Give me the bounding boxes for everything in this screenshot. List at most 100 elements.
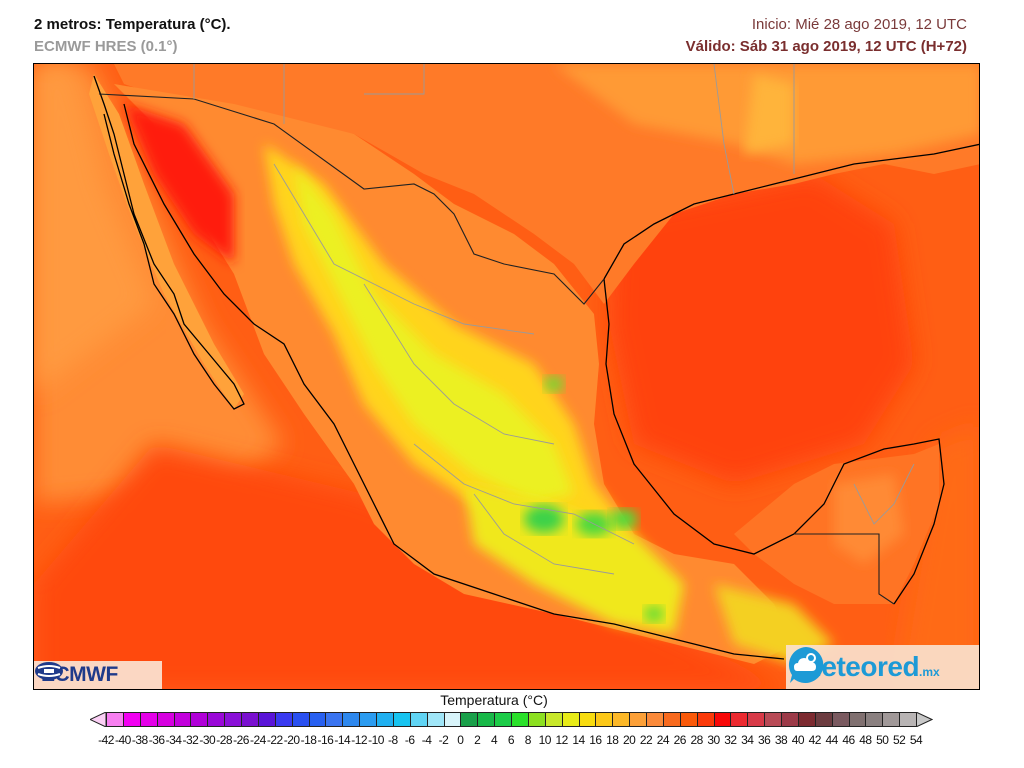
colorbar-swatch — [122, 712, 141, 727]
colorbar-tick-label: 48 — [859, 733, 872, 747]
colorbar-swatch — [325, 712, 344, 727]
colorbar-swatch — [899, 712, 917, 727]
colorbar-tick-label: 34 — [741, 733, 754, 747]
colorbar-swatch — [781, 712, 799, 727]
colorbar-tick-label: -34 — [165, 733, 182, 747]
colorbar-swatch — [764, 712, 782, 727]
colorbar-tick-label: 18 — [606, 733, 619, 747]
colorbar-tick-label: 8 — [524, 733, 532, 747]
colorbar-swatch — [814, 712, 833, 727]
colorbar-swatch — [274, 712, 293, 727]
chart-title: 2 metros: Temperatura (°C). — [34, 16, 231, 33]
colorbar-swatch — [156, 712, 175, 727]
colorbar-tick-label: -12 — [351, 733, 368, 747]
colorbar-tick-label: 40 — [791, 733, 805, 747]
colorbar-swatch — [359, 712, 377, 727]
temperature-map: ECMWF meteored .mx — [33, 63, 980, 690]
colorbar-tick-label: 54 — [909, 733, 923, 747]
colorbar-tick-label: -38 — [131, 733, 148, 747]
colorbar-tick-label: -22 — [266, 733, 283, 747]
colorbar-tick-label: 26 — [673, 733, 687, 747]
colorbar-tick-label: 20 — [622, 733, 636, 747]
colorbar-tick-label: 30 — [707, 733, 720, 747]
colorbar-swatch — [561, 712, 580, 727]
colorbar-swatch — [511, 712, 529, 727]
colorbar-title: Temperatura (°C) — [440, 692, 548, 708]
colorbar-swatch — [207, 712, 226, 727]
colorbar-tick-label: 42 — [808, 733, 822, 747]
colorbar-tick-label: -20 — [283, 733, 300, 747]
colorbar-tick-label: 4 — [491, 733, 498, 747]
colorbar-tick-label: 6 — [507, 733, 515, 747]
colorbar-swatch — [106, 712, 124, 727]
colorbar-tick-label: -10 — [368, 733, 384, 747]
state-borders — [193, 64, 915, 575]
colorbar-tick-label: -18 — [300, 733, 317, 747]
colorbar-tick-label: 32 — [724, 733, 737, 747]
colorbar-tick-label: -32 — [182, 733, 199, 747]
colorbar-swatch — [139, 712, 158, 727]
colorbar-swatch — [831, 712, 850, 727]
ecmwf-emblem-icon — [35, 662, 63, 680]
colorbar-swatch — [443, 712, 462, 727]
colorbar-swatch — [595, 712, 614, 727]
colorbar-tick-label: 22 — [639, 733, 653, 747]
country-borders — [98, 93, 895, 605]
colorbar-swatch — [730, 712, 749, 727]
meteored-logo-tld: .mx — [919, 665, 940, 679]
valid-time: Válido: Sáb 31 ago 2019, 12 UTC (H+72) — [685, 38, 967, 55]
colorbar-swatch — [241, 712, 259, 727]
init-time: Inicio: Mié 28 ago 2019, 12 UTC — [751, 16, 967, 33]
colorbar-swatch — [190, 712, 209, 727]
meteored-logo: meteored .mx — [786, 645, 979, 689]
colorbar-swatch — [342, 712, 361, 727]
colorbar-tick-label: -8 — [388, 733, 398, 747]
colorbar-tick-label: -16 — [317, 733, 334, 747]
colorbar-swatch — [882, 712, 901, 727]
colorbar-swatch — [679, 712, 698, 727]
colorbar-tick-label: 36 — [757, 733, 771, 747]
colorbar-tick-label: 28 — [690, 733, 703, 747]
colorbar-swatch — [629, 712, 647, 727]
colorbar-tick-label: -2 — [438, 733, 449, 747]
colorbar-tick-label: 14 — [572, 733, 585, 747]
colorbar-swatch — [376, 712, 394, 727]
meteored-cloud-icon — [788, 647, 824, 683]
colorbar-swatch — [494, 712, 512, 727]
colorbar-swatch — [713, 712, 732, 727]
colorbar-tick-label: 24 — [656, 733, 670, 747]
colorbar-end-arrows — [90, 712, 933, 727]
colorbar-swatch — [477, 712, 496, 727]
colorbar-tick-label: 2 — [474, 733, 481, 747]
model-subtitle: ECMWF HRES (0.1°) — [34, 38, 178, 55]
colorbar-swatch — [224, 712, 242, 727]
colorbar-swatch — [173, 712, 192, 727]
colorbar-tick-label: -40 — [114, 733, 131, 747]
colorbar-tick-label: -28 — [216, 733, 233, 747]
coastline — [93, 75, 979, 660]
colorbar-swatch — [392, 712, 411, 727]
colorbar-tick-label: 46 — [842, 733, 855, 747]
colorbar-swatch — [460, 712, 479, 727]
colorbar-swatch — [646, 712, 664, 727]
colorbar-tick-label: -4 — [421, 733, 432, 747]
colorbar-swatch — [797, 712, 816, 727]
colorbar-swatch — [865, 712, 884, 727]
colorbar-swatch — [696, 712, 715, 727]
colorbar-tick-label: -24 — [249, 733, 266, 747]
colorbar-tick-label: -36 — [148, 733, 165, 747]
colorbar-tick-label: 38 — [774, 733, 788, 747]
colorbar-swatch — [308, 712, 327, 727]
colorbar-tick-label: 50 — [876, 733, 889, 747]
colorbar-title-row: Temperatura (°C) — [0, 692, 1024, 708]
colorbar-tick-label: -30 — [199, 733, 216, 747]
colorbar-tick-label: 0 — [457, 733, 464, 747]
colorbar-tick-label: 10 — [538, 733, 552, 747]
map-graphic — [34, 64, 979, 689]
colorbar-swatch — [527, 712, 546, 727]
colorbar-swatch — [848, 712, 867, 727]
temperature-colorbar — [90, 712, 933, 727]
colorbar-tick-label: 52 — [892, 733, 906, 747]
colorbar-tick-label: -26 — [233, 733, 249, 747]
ecmwf-logo: ECMWF — [34, 661, 162, 689]
